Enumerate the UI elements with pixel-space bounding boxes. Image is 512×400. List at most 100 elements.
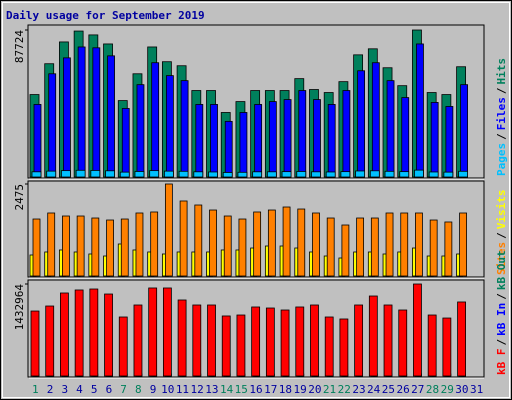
bar: [267, 209, 276, 277]
bar: [340, 171, 351, 178]
bar: [265, 307, 275, 377]
x-tick-label: 8: [135, 383, 142, 396]
bar: [369, 170, 380, 178]
bar: [163, 170, 174, 178]
x-tick-label: 13: [205, 383, 218, 396]
bar: [430, 102, 439, 178]
bar: [90, 170, 101, 178]
bar: [47, 212, 56, 277]
bar: [162, 287, 172, 377]
x-tick-label: 1: [32, 383, 39, 396]
bar: [429, 219, 438, 277]
x-tick-label: 4: [76, 383, 83, 396]
x-tick-label: 23: [352, 383, 365, 396]
bar: [313, 99, 321, 178]
bar: [443, 171, 454, 178]
bar: [31, 171, 42, 178]
x-tick-label: 29: [441, 383, 454, 396]
bar: [75, 169, 86, 178]
legend: Sites / Visits: [495, 190, 508, 276]
bar: [224, 120, 233, 178]
legend: kB F / kB In / kB Out: [495, 250, 508, 375]
bar: [251, 306, 261, 377]
bar: [120, 218, 129, 277]
bar: [92, 47, 101, 178]
bar: [370, 217, 379, 277]
bar: [442, 317, 452, 377]
bar: [383, 304, 393, 377]
bar: [76, 215, 85, 277]
x-tick-label: 7: [120, 383, 127, 396]
bar: [195, 104, 204, 178]
bar: [414, 169, 424, 178]
bar: [401, 97, 410, 178]
x-tick-label: 21: [323, 383, 336, 396]
legend-separator: /: [495, 133, 508, 140]
bar: [415, 212, 423, 277]
bar: [283, 99, 292, 178]
bar: [107, 55, 115, 178]
x-tick-label: 28: [426, 383, 439, 396]
bar: [136, 84, 145, 178]
bar: [164, 183, 173, 277]
bar: [221, 315, 231, 377]
bar: [135, 212, 144, 277]
bar: [460, 84, 468, 178]
legend-entry: Hits: [495, 58, 508, 85]
bar: [459, 212, 467, 277]
bar: [33, 104, 42, 178]
bar: [253, 211, 262, 277]
bar: [179, 200, 188, 277]
bar: [194, 204, 203, 277]
bar: [357, 70, 366, 178]
bar: [192, 304, 202, 377]
bar: [238, 218, 247, 277]
bar: [119, 171, 130, 178]
bar: [177, 299, 187, 377]
bar: [105, 170, 115, 178]
bar: [368, 295, 378, 377]
bar: [324, 316, 334, 377]
x-tick-label: 20: [308, 383, 321, 396]
bar: [356, 217, 365, 277]
bar: [207, 304, 216, 377]
bar: [150, 211, 159, 277]
bar: [413, 283, 422, 377]
bar: [45, 305, 55, 377]
x-tick-label: 3: [61, 383, 68, 396]
bar: [280, 309, 290, 377]
bar: [209, 209, 217, 277]
x-tick-label: 6: [106, 383, 113, 396]
bar: [134, 171, 145, 178]
x-tick-label: 16: [249, 383, 262, 396]
bar: [341, 224, 350, 277]
bar: [151, 62, 160, 178]
legend-separator: /: [495, 232, 508, 239]
x-tick-label: 15: [235, 383, 248, 396]
bar: [104, 293, 113, 377]
bar: [327, 104, 336, 178]
bar: [312, 212, 320, 277]
bar: [223, 215, 232, 277]
bar: [298, 90, 307, 178]
bar: [354, 304, 364, 377]
bar: [254, 104, 263, 178]
bar: [89, 288, 99, 377]
x-tick-label: 5: [91, 383, 98, 396]
bar: [252, 171, 263, 178]
bar: [310, 304, 319, 377]
legend-entry: Files: [495, 97, 508, 130]
bar: [339, 318, 349, 377]
bar: [133, 304, 143, 377]
bar: [445, 106, 454, 178]
bar: [444, 221, 453, 277]
bar: [385, 212, 394, 277]
bar: [149, 170, 160, 178]
bar: [148, 287, 158, 377]
bar: [458, 170, 468, 178]
bar: [121, 108, 130, 178]
x-tick-label: 25: [382, 383, 395, 396]
legend-entry: kB Out: [495, 250, 508, 290]
